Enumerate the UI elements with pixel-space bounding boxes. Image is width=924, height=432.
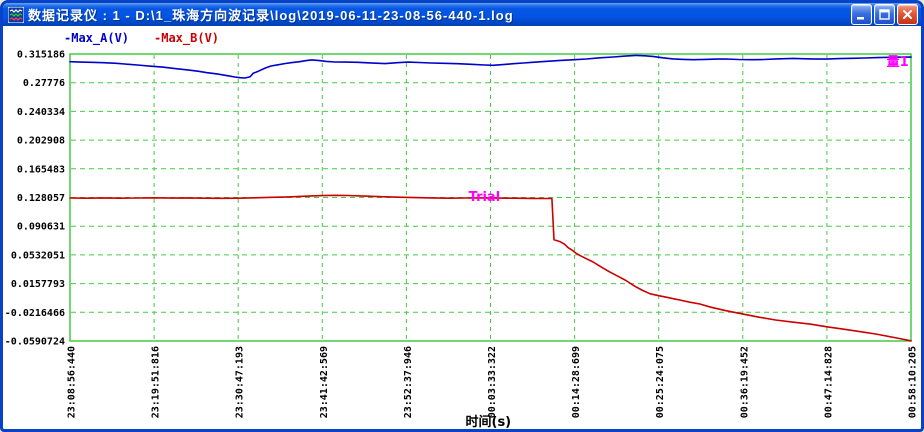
- close-button[interactable]: [897, 4, 918, 25]
- maximize-icon: [879, 9, 890, 20]
- y-axis-label: 0.315186: [17, 50, 65, 61]
- legend-max-a: -Max_A(V): [64, 31, 130, 45]
- x-axis-label: 00:47:14:828: [823, 346, 834, 418]
- annotation-label: Trial: [469, 190, 501, 205]
- y-axis-label: 0.0157793: [11, 279, 65, 290]
- x-axis-label: 00:25:24:075: [655, 346, 666, 418]
- y-axis-label: 0.090631: [17, 222, 65, 233]
- y-axis-label: 0.202908: [17, 136, 65, 147]
- y-axis-label: 0.0532051: [11, 250, 65, 261]
- chart-client-area: 0.315186 0.27776 0.240334 0.202908 0.165483 0…: [6, 29, 919, 429]
- close-icon: [903, 10, 912, 19]
- y-axis-label: 0.165483: [17, 164, 65, 175]
- annotation-label: 量1: [887, 55, 909, 70]
- x-axis-label: 00:14:28:699: [571, 346, 582, 418]
- x-axis-label: 23:19:51:816: [151, 346, 162, 418]
- series-line-max-b-v-: [69, 194, 912, 342]
- app-icon: [7, 6, 25, 23]
- x-axis-label: 23:41:42:569: [319, 346, 330, 418]
- y-axis-label: -0.0216466: [6, 308, 65, 319]
- x-axis-label: 00:03:33:322: [487, 346, 498, 418]
- x-axis-label: 00:36:19:452: [739, 346, 750, 418]
- y-axis-label: 0.128057: [17, 193, 65, 204]
- minimize-icon: [857, 17, 864, 20]
- x-axis-label: 23:08:56:440: [67, 346, 78, 418]
- x-axis-title: 时间(s): [466, 414, 512, 430]
- y-axis-label: -0.0590724: [6, 337, 65, 348]
- line-chart: 0.315186 0.27776 0.240334 0.202908 0.165483 0…: [6, 50, 919, 430]
- x-axis-label: 00:58:10:205: [908, 346, 919, 418]
- title-bar[interactable]: 数据记录仪 : 1 - D:\1_珠海方向波记录\log\2019-06-11-…: [3, 3, 921, 26]
- y-axis-label: 0.240334: [17, 107, 65, 118]
- minimize-button[interactable]: [851, 4, 872, 25]
- legend-max-b: -Max_B(V): [154, 31, 220, 45]
- x-axis-label: 23:52:37:946: [403, 346, 414, 418]
- window-title: 数据记录仪 : 1 - D:\1_珠海方向波记录\log\2019-06-11-…: [28, 8, 514, 23]
- y-axis-label: 0.27776: [23, 78, 65, 89]
- window-controls: [851, 4, 918, 25]
- maximize-button[interactable]: [874, 4, 895, 25]
- series-line-max-a-v-: [69, 54, 912, 79]
- x-axis-label: 23:30:47:193: [235, 346, 246, 418]
